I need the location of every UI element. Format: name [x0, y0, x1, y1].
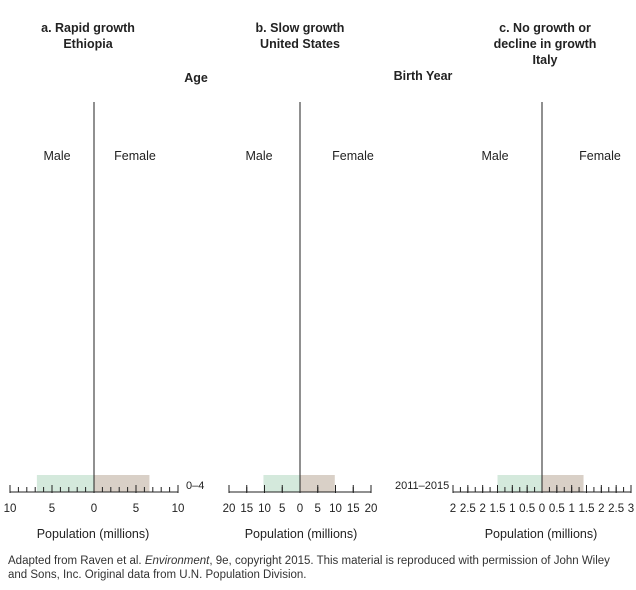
x-tick-label: 1 — [568, 503, 574, 515]
x-tick-label: 1.5 — [490, 503, 506, 515]
male-bar — [263, 475, 300, 492]
female-label: Female — [579, 149, 621, 163]
panel-title-line2: United States — [260, 37, 340, 51]
x-tick-label: 5 — [133, 503, 139, 515]
x-tick-label: 20 — [223, 503, 236, 515]
x-tick-label: 3 — [628, 503, 634, 515]
x-tick-label: 10 — [172, 503, 185, 515]
panel-title-line2: decline in growth — [494, 37, 597, 51]
panel-united-states: b. Slow growth United States Male Female… — [223, 21, 378, 541]
credit-prefix: Adapted from Raven et al. — [8, 555, 145, 567]
panel-italy: c. No growth or decline in growth Italy … — [395, 21, 634, 541]
x-tick-label: 2 — [598, 503, 604, 515]
x-tick-label: 10 — [329, 503, 342, 515]
x-tick-label: 2.5 — [460, 503, 476, 515]
x-tick-label: 1.5 — [579, 503, 595, 515]
x-tick-label: 10 — [258, 503, 271, 515]
age-header: Age — [184, 71, 208, 85]
credit-suffix: , 9e, copyright 2015. This material is r… — [8, 555, 610, 581]
age-group-label: 2011–2015 — [395, 480, 449, 492]
credit-book-title: Environment — [144, 555, 210, 567]
x-tick-label: 0 — [539, 503, 545, 515]
panel-title-line2: Ethiopia — [63, 37, 113, 51]
x-axis-title: Population (millions) — [245, 527, 358, 541]
x-tick-label: 15 — [240, 503, 253, 515]
panel-title-line3: Italy — [532, 53, 557, 67]
x-tick-label: 2.5 — [608, 503, 624, 515]
age-group-label: 0–4 — [186, 480, 204, 492]
panel-ethiopia: a. Rapid growth Ethiopia Male Female Pop… — [4, 21, 205, 541]
birth-year-header: Birth Year — [394, 69, 453, 83]
male-label: Male — [43, 149, 70, 163]
x-tick-label: 2 — [450, 503, 456, 515]
panel-title-line1: b. Slow growth — [256, 21, 345, 35]
panel-title-line1: c. No growth or — [499, 21, 591, 35]
x-tick-label: 2 — [479, 503, 485, 515]
x-axis-title: Population (millions) — [485, 527, 598, 541]
male-bar — [497, 475, 542, 492]
x-tick-label: 5 — [315, 503, 321, 515]
female-label: Female — [332, 149, 374, 163]
female-bar — [542, 475, 584, 492]
x-tick-label: 20 — [365, 503, 378, 515]
source-credit: Adapted from Raven et al. Environment, 9… — [8, 554, 630, 582]
male-bar — [36, 475, 94, 492]
x-tick-label: 0.5 — [549, 503, 565, 515]
male-label: Male — [245, 149, 272, 163]
x-tick-label: 5 — [279, 503, 285, 515]
female-label: Female — [114, 149, 156, 163]
x-tick-label: 0 — [297, 503, 303, 515]
panel-title-line1: a. Rapid growth — [41, 21, 135, 35]
x-tick-label: 5 — [49, 503, 55, 515]
x-tick-label: 10 — [4, 503, 17, 515]
x-tick-label: 15 — [347, 503, 360, 515]
male-label: Male — [481, 149, 508, 163]
x-axis-title: Population (millions) — [37, 527, 150, 541]
x-tick-label: 0 — [91, 503, 97, 515]
x-tick-label: 0.5 — [519, 503, 535, 515]
female-bar — [300, 475, 335, 492]
x-tick-label: 1 — [509, 503, 515, 515]
